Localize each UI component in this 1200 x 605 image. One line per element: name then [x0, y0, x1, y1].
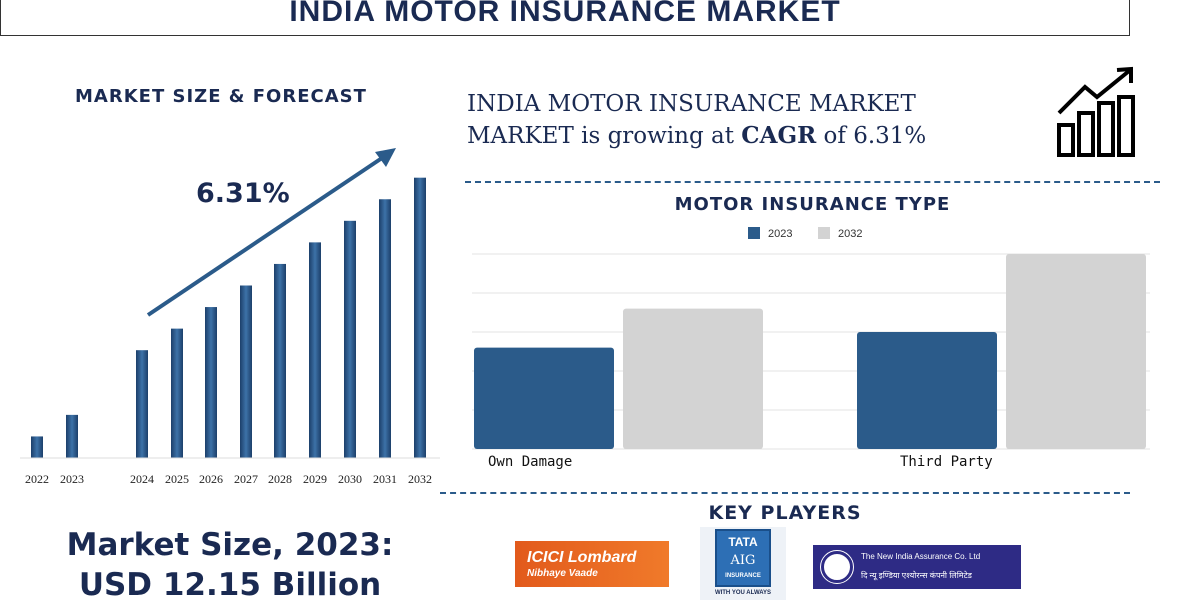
market-size-text: Market Size, 2023: USD 12.15 Billion [20, 525, 440, 605]
legend-swatch-2032 [818, 227, 830, 239]
type-bar-chart: 2023 2032 Own Damage Third Party [472, 227, 1150, 470]
legend-swatch-2023 [748, 227, 760, 239]
x-tick-label: 2024 [130, 472, 154, 486]
logo-tagline: WITH YOU ALWAYS [714, 590, 772, 596]
x-tick-label: Own Damage [488, 454, 572, 470]
arrow-head-icon [375, 148, 396, 167]
page-title: INDIA MOTOR INSURANCE MARKET [0, 0, 1130, 36]
x-tick-label: 2030 [338, 472, 362, 486]
bar-2025 [171, 328, 183, 458]
x-tick-label: 2029 [303, 472, 327, 486]
x-tick-label: Third Party [900, 454, 993, 470]
market-size-heading: MARKET SIZE & FORECAST [75, 86, 367, 107]
growth-arrow [146, 152, 390, 317]
bar-Own Damage-2023 [474, 347, 614, 449]
x-tick-label: 2031 [373, 472, 397, 486]
x-tick-label: 2022 [25, 472, 49, 486]
bar-2030 [344, 220, 356, 458]
bar-Third Party-2032 [1006, 254, 1146, 449]
bar-2026 [205, 307, 217, 458]
new-india-assurance-logo: The New India Assurance Co. Ltd दि न्यू … [813, 545, 1021, 589]
x-tick-label: 2025 [165, 472, 189, 486]
logo-text: दि न्यू इण्डिया एश्योरन्स कंपनी लिमिटेड [861, 571, 972, 580]
x-tick-label: 2028 [268, 472, 292, 486]
headline-line2: MARKET is growing at CAGR of 6.31% [467, 120, 926, 152]
forecast-bar-chart: 2022 2023 2024 2025 2026 2027 2028 2029 2030 2031… [20, 148, 440, 486]
cagr-annotation: 6.31% [196, 178, 290, 209]
divider [465, 181, 1160, 183]
logo-tagline: Nibhaye Vaade [527, 568, 598, 579]
headline-line1: INDIA MOTOR INSURANCE MARKET [467, 91, 916, 117]
legend-label: 2023 [768, 228, 792, 240]
type-chart-title: MOTOR INSURANCE TYPE [674, 194, 951, 215]
bar-2023 [66, 414, 78, 458]
bar-Own Damage-2032 [623, 308, 763, 449]
bar-2028 [274, 263, 286, 458]
logo-text: AIG [730, 553, 756, 568]
divider [440, 492, 1130, 494]
bar-2032 [414, 177, 426, 458]
tata-aig-logo: TATA AIG INSURANCE WITH YOU ALWAYS [700, 527, 786, 600]
key-players-heading: KEY PLAYERS [708, 502, 862, 524]
x-tick-label: 2023 [60, 472, 84, 486]
emblem-icon [820, 550, 854, 584]
bar-2024 [136, 350, 148, 458]
logo-text: INSURANCE [725, 573, 761, 579]
logo-text: The New India Assurance Co. Ltd [861, 552, 981, 561]
x-tick-label: 2027 [234, 472, 258, 486]
headline-text: MARKET is growing at [467, 123, 742, 149]
growth-chart-icon [1057, 66, 1135, 157]
bar-2022 [31, 436, 43, 458]
market-size-line2: USD 12.15 Billion [78, 567, 382, 603]
headline: INDIA MOTOR INSURANCE MARKET MARKET is g… [467, 88, 926, 152]
x-tick-label: 2032 [408, 472, 432, 486]
bar-2031 [379, 199, 391, 458]
market-size-line1: Market Size, 2023: [66, 527, 394, 563]
legend-label: 2032 [838, 228, 862, 240]
icici-lombard-logo: ICICI Lombard Nibhaye Vaade [515, 541, 669, 587]
bar-2029 [309, 242, 321, 458]
bar-2027 [240, 285, 252, 458]
logo-text: TATA [728, 535, 758, 549]
headline-value: of 6.31% [816, 123, 927, 149]
bar-Third Party-2023 [857, 332, 997, 449]
x-tick-label: 2026 [199, 472, 223, 486]
headline-cagr: CAGR [741, 122, 817, 149]
logo-text: ICICI Lombard [527, 549, 637, 566]
